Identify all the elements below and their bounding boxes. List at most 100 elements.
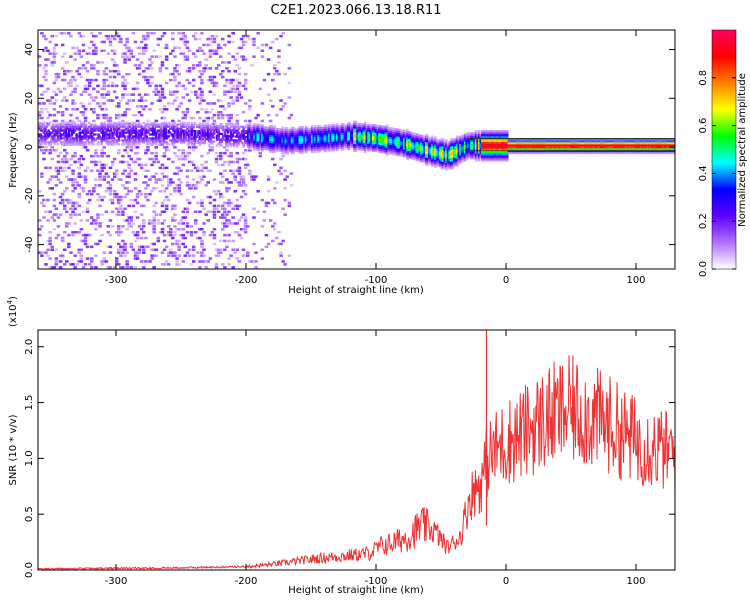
heatmap-noise-cell (94, 178, 98, 181)
heatmap-ridge-cell (201, 132, 205, 135)
heatmap-ridge-cell (442, 152, 445, 155)
heatmap-noise-cell (58, 105, 63, 108)
heatmap-ridge-cell (449, 142, 453, 145)
heatmap-ridge-cell (364, 133, 367, 136)
heatmap-ridge-cell (367, 125, 370, 128)
heatmap-noise-cell (202, 166, 206, 170)
heatmap-ridge-cell (429, 137, 433, 140)
heatmap-ridge-cell (279, 149, 283, 152)
heatmap-ridge-cell (453, 148, 456, 151)
heatmap-noise-cell (144, 245, 148, 249)
heatmap-noise-cell (104, 93, 109, 96)
heatmap-ridge-cell (365, 143, 369, 146)
heatmap-ridge-cell (440, 149, 443, 152)
heatmap-ridge-cell (442, 161, 445, 164)
heatmap-noise-cell (46, 49, 50, 52)
heatmap-ridge-cell (463, 139, 467, 142)
heatmap-ridge-cell (395, 139, 398, 143)
heatmap-noise-cell (275, 70, 279, 73)
heatmap-noise-cell (83, 175, 88, 178)
heatmap-noise-cell (121, 239, 125, 243)
heatmap-ridge-cell (287, 150, 291, 153)
heatmap-ridge-cell (198, 122, 202, 125)
heatmap-noise-cell (121, 213, 125, 216)
heatmap-noise-cell (221, 195, 225, 199)
heatmap-noise-cell (135, 216, 140, 219)
heatmap-noise-cell (100, 260, 104, 263)
heatmap-ridge-cell (357, 128, 361, 131)
heatmap-noise-cell (129, 49, 133, 52)
heatmap-ridge-cell (282, 132, 286, 135)
heatmap-noise-cell (40, 251, 44, 254)
heatmap-ridge-cell (326, 126, 330, 129)
heatmap-ridge-cell (429, 145, 433, 148)
heatmap-noise-cell (137, 64, 142, 67)
heatmap-noise-cell (77, 248, 81, 251)
heatmap-ridge-cell (329, 145, 333, 148)
heatmap-noise-cell (258, 151, 262, 155)
heatmap-noise-cell (56, 225, 61, 228)
heatmap-noise-cell (110, 99, 115, 102)
heatmap-noise-cell (250, 178, 254, 181)
heatmap-ridge-cell (247, 126, 250, 129)
heatmap-noise-cell (210, 40, 215, 44)
heatmap-noise-cell (223, 222, 227, 225)
heatmap-noise-cell (100, 166, 104, 170)
heatmap-ridge-cell (69, 129, 72, 132)
heatmap-noise-cell (63, 87, 67, 91)
heatmap-ridge-cell (128, 133, 131, 136)
heatmap-ridge-cell (415, 133, 418, 136)
heatmap-noise-cell (50, 34, 54, 38)
heatmap-ridge-cell (468, 155, 472, 158)
heatmap-noise-cell (77, 204, 81, 208)
heatmap-ridge-cell (467, 141, 470, 144)
heatmap-noise-cell (115, 32, 119, 35)
heatmap-ridge-cell (111, 135, 114, 138)
heatmap-ridge-cell (442, 146, 445, 149)
heatmap-ridge-cell (75, 125, 78, 128)
heatmap-ridge-cell (421, 146, 425, 149)
heatmap-ridge-cell (44, 127, 47, 130)
heatmap-ridge-cell (414, 156, 417, 159)
heatmap-noise-cell (181, 216, 185, 219)
heatmap-ridge-cell (314, 150, 317, 153)
heatmap-ridge-cell (284, 128, 287, 132)
heatmap-noise-cell (160, 131, 165, 134)
heatmap-ridge-cell (435, 160, 439, 163)
heatmap-ridge-cell (180, 139, 183, 142)
heatmap-ridge-cell (287, 144, 291, 147)
heatmap-noise-cell (52, 55, 57, 58)
heatmap-ridge-cell (273, 125, 277, 128)
heatmap-ridge-cell (272, 141, 275, 144)
heatmap-ridge-cell (100, 137, 103, 140)
heatmap-ridge-cell (415, 158, 418, 161)
heatmap-noise-cell (212, 216, 217, 219)
heatmap-ridge-cell (317, 128, 320, 132)
figure-title: C2E1.2023.066.13.18.R11 (270, 3, 441, 18)
heatmap-ridge-cell (273, 145, 277, 148)
heatmap-ridge-cell (311, 135, 314, 138)
heatmap-noise-cell (60, 192, 65, 196)
heatmap-noise-cell (90, 192, 94, 196)
heatmap-ridge-cell (323, 148, 326, 151)
heatmap-noise-cell (110, 81, 115, 85)
heatmap-noise-cell (162, 154, 167, 158)
heatmap-noise-cell (246, 251, 250, 254)
heatmap-noise-cell (256, 32, 260, 35)
heatmap-ridge-cell (130, 131, 133, 134)
heatmap-noise-cell (219, 105, 223, 108)
heatmap-noise-cell (117, 210, 121, 213)
heatmap-ridge-cell (298, 137, 301, 141)
heatmap-noise-cell (65, 210, 69, 213)
heatmap-ridge-cell (67, 131, 71, 134)
heatmap-ridge-cell (261, 149, 264, 152)
heatmap-ridge-cell (66, 127, 69, 130)
heatmap-ridge-cell (314, 144, 317, 147)
heatmap-ridge-cell (259, 141, 262, 144)
heatmap-noise-cell (133, 160, 138, 164)
heatmap-noise-cell (231, 216, 235, 219)
heatmap-noise-cell (277, 49, 281, 52)
heatmap-ridge-cell (350, 124, 353, 127)
heatmap-ridge-cell (289, 128, 292, 131)
heatmap-ridge-cell (239, 125, 242, 128)
